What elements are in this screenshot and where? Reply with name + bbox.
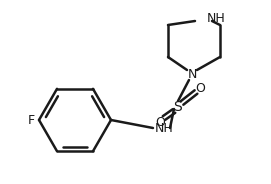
- Text: NH: NH: [155, 121, 174, 135]
- Text: NH: NH: [207, 11, 226, 24]
- Text: F: F: [28, 114, 35, 127]
- Text: N: N: [187, 68, 197, 82]
- Text: S: S: [174, 100, 182, 114]
- Text: O: O: [155, 116, 165, 128]
- Text: O: O: [195, 82, 205, 95]
